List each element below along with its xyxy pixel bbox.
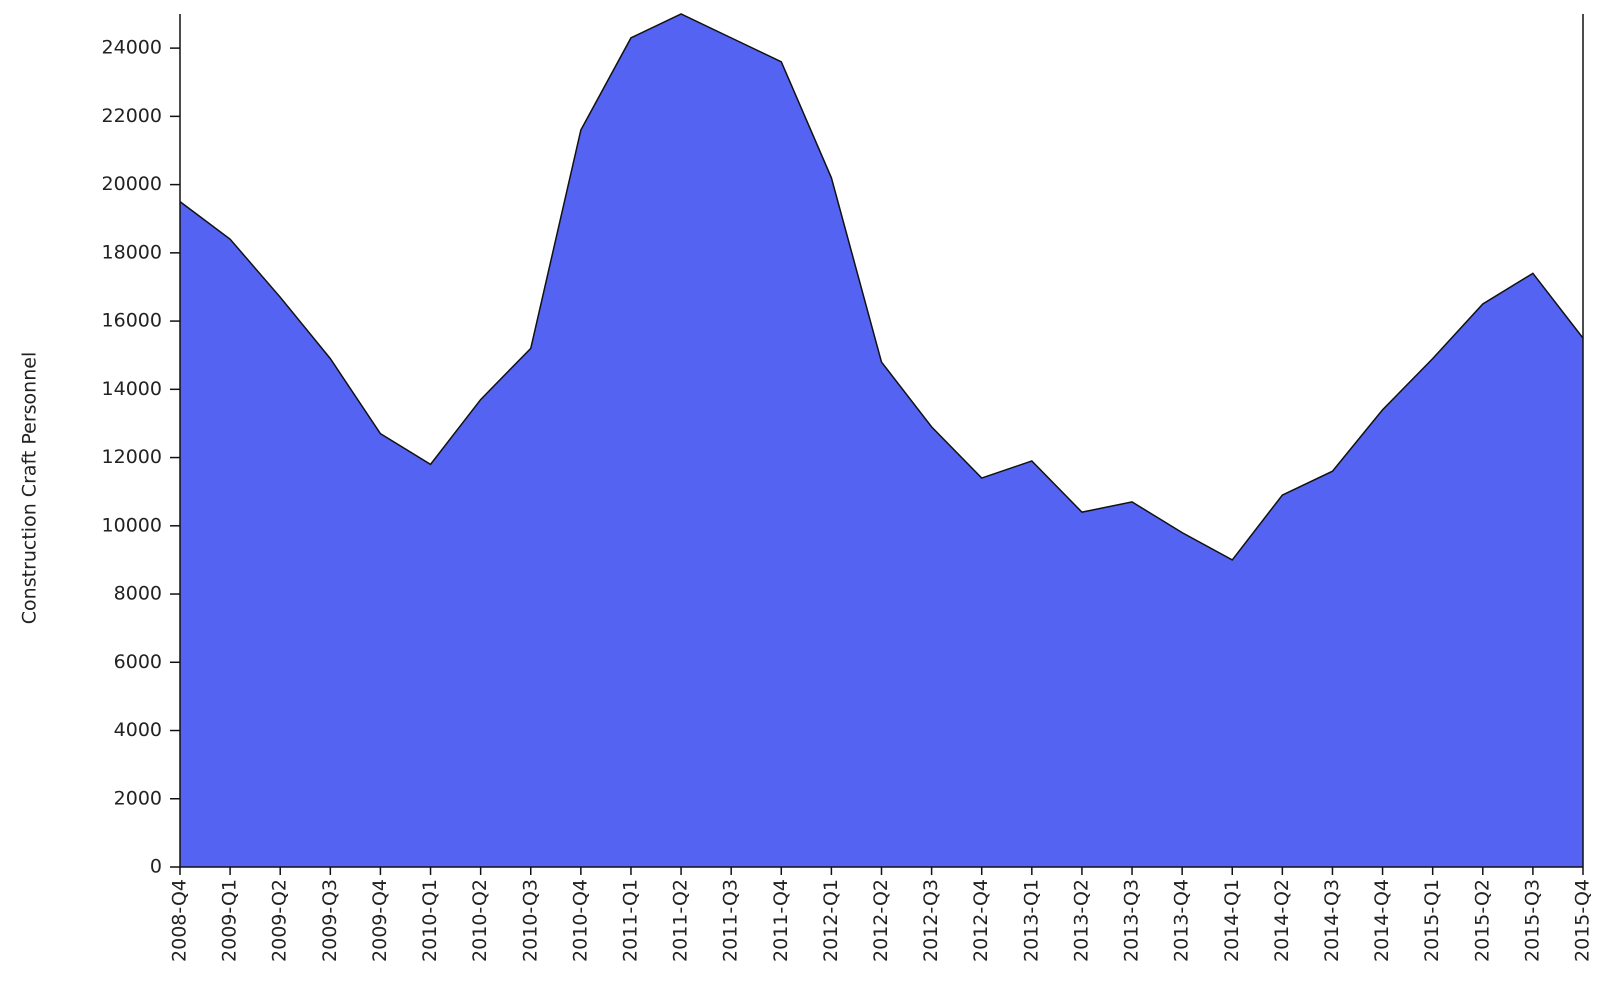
x-tick-label: 2013-Q2	[1070, 879, 1092, 962]
x-tick-label: 2013-Q1	[1020, 879, 1042, 962]
x-tick-label: 2014-Q4	[1371, 879, 1393, 962]
y-tick-label: 18000	[102, 241, 162, 263]
y-tick-label: 14000	[102, 378, 162, 400]
x-tick-label: 2009-Q3	[319, 879, 341, 962]
x-tick-label: 2011-Q1	[619, 879, 641, 962]
y-tick-label: 10000	[102, 514, 162, 536]
x-tick-label: 2014-Q2	[1271, 879, 1293, 962]
x-tick-label: 2009-Q4	[369, 879, 391, 962]
x-tick-label: 2015-Q1	[1421, 879, 1443, 962]
y-axis-label: Construction Craft Personnel	[19, 352, 41, 624]
x-tick-label: 2011-Q2	[670, 879, 692, 962]
x-tick-label: 2014-Q3	[1321, 879, 1343, 962]
x-tick-label: 2010-Q2	[469, 879, 491, 962]
y-tick-label: 22000	[102, 105, 162, 127]
y-tick-label: 20000	[102, 173, 162, 195]
y-tick-label: 24000	[102, 37, 162, 59]
x-tick-label: 2012-Q3	[920, 879, 942, 962]
x-tick-label: 2010-Q3	[519, 879, 541, 962]
x-tick-label: 2008-Q4	[169, 879, 191, 962]
area-fill	[180, 14, 1583, 867]
x-tick-label: 2015-Q2	[1471, 879, 1493, 962]
area	[179, 13, 1584, 561]
x-tick-label: 2010-Q4	[569, 879, 591, 962]
x-tick-label: 2009-Q2	[269, 879, 291, 962]
x-tick-label: 2011-Q4	[770, 879, 792, 962]
x-tick-label: 2012-Q4	[970, 879, 992, 962]
x-tick-label: 2012-Q1	[820, 879, 842, 962]
x-tick-label: 2009-Q1	[219, 879, 241, 962]
y-tick-label: 6000	[114, 651, 162, 673]
x-tick-label: 2011-Q3	[720, 879, 742, 962]
y-tick-label: 0	[150, 856, 162, 878]
x-tick-label: 2013-Q4	[1171, 879, 1193, 962]
x-tick-label: 2012-Q2	[870, 879, 892, 962]
y-tick-label: 8000	[114, 583, 162, 605]
y-tick-label: 2000	[114, 787, 162, 809]
x-tick-label: 2015-Q3	[1521, 879, 1543, 962]
x-tick-label: 2013-Q3	[1121, 879, 1143, 962]
y-tick-label: 16000	[102, 310, 162, 332]
x-tick-label: 2015-Q4	[1572, 879, 1594, 962]
x-tick-label: 2014-Q1	[1221, 879, 1243, 962]
x-tick-label: 2010-Q1	[419, 879, 441, 962]
y-tick-label: 12000	[102, 446, 162, 468]
y-tick-label: 4000	[114, 719, 162, 741]
